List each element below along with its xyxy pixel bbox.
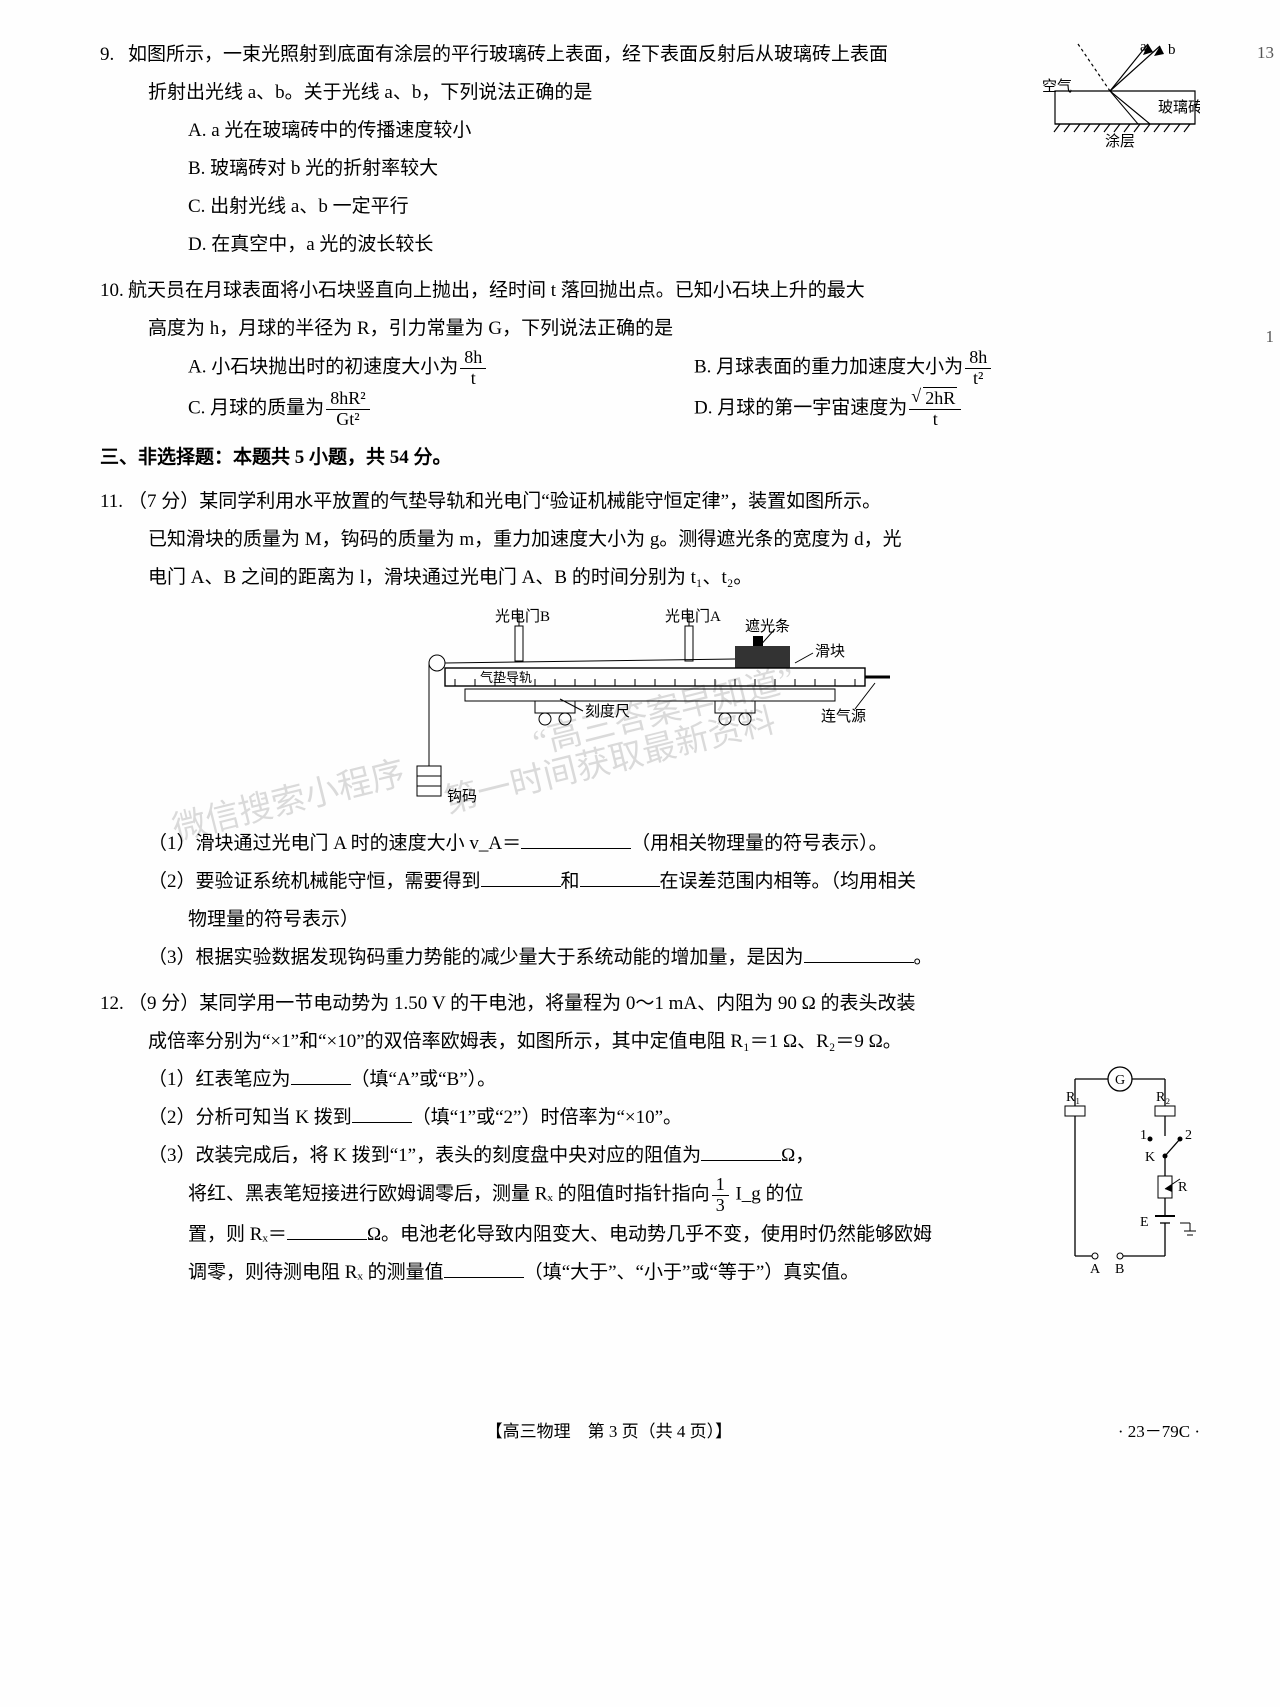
label-a: a bbox=[1140, 39, 1147, 55]
stem-line: 成倍率分别为“×1”和“×10”的双倍率欧姆表，如图所示，其中定值电阻 R₁＝1… bbox=[100, 1023, 1200, 1061]
blank bbox=[444, 1256, 524, 1278]
svg-text:遮光条: 遮光条 bbox=[745, 618, 790, 635]
figure-ohmmeter-circuit: G R₁ R₂ 1 2 K R bbox=[1040, 1061, 1200, 1295]
margin-number-mid: 1 bbox=[1266, 320, 1275, 354]
option-c: C. 出射光线 a、b 一定平行 bbox=[100, 188, 1200, 226]
label-b: b bbox=[1168, 42, 1176, 58]
stem-line: 电门 A、B 之间的距离为 l，滑块通过光电门 A、B 的时间分别为 t₁、t₂… bbox=[100, 559, 1200, 597]
footer-center: 【高三物理 第 3 页（共 4 页）】 bbox=[486, 1422, 733, 1441]
svg-text:滑块: 滑块 bbox=[815, 643, 845, 660]
option-b: B. 月球表面的重力加速度大小为8ht² bbox=[694, 348, 1200, 389]
blank bbox=[521, 827, 631, 849]
svg-text:刻度尺: 刻度尺 bbox=[585, 703, 630, 720]
label-glass: 玻璃砖 bbox=[1158, 99, 1200, 116]
question-9: 空气 a b 玻璃砖 涂层 9.如 bbox=[100, 36, 1200, 264]
figure-glass-brick: 空气 a b 玻璃砖 涂层 bbox=[1020, 36, 1200, 165]
stem-line: （9 分）某同学用一节电动势为 1.50 V 的干电池，将量程为 0～1 mA、… bbox=[128, 993, 916, 1014]
stem-line: 如图所示，一束光照射到底面有涂层的平行玻璃砖上表面，经下表面反射后从玻璃砖上表面 bbox=[128, 44, 888, 65]
stem-line: 已知滑块的质量为 M，钩码的质量为 m，重力加速度大小为 g。测得遮光条的宽度为… bbox=[100, 521, 1200, 559]
blank bbox=[291, 1063, 351, 1085]
q12-part3-line1: （3）改装完成后，将 K 拨到“1”，表头的刻度盘中央对应的阻值为Ω， bbox=[100, 1137, 1200, 1175]
question-number: 11. bbox=[100, 483, 128, 521]
footer-right: · 23－79C · bbox=[1118, 1415, 1200, 1449]
stem-line: 高度为 h，月球的半径为 R，引力常量为 G，下列说法正确的是 bbox=[100, 310, 1200, 348]
blank bbox=[580, 865, 660, 887]
q12-part1: （1）红表笔应为（填“A”或“B”）。 bbox=[100, 1061, 1200, 1099]
blank bbox=[287, 1218, 367, 1240]
stem-line: 航天员在月球表面将小石块竖直向上抛出，经时间 t 落回抛出点。已知小石块上升的最… bbox=[128, 280, 865, 301]
svg-text:R₁: R₁ bbox=[1066, 1090, 1080, 1105]
question-number: 12. bbox=[100, 985, 128, 1023]
svg-text:B: B bbox=[1115, 1262, 1124, 1277]
option-d: D. 在真空中，a 光的波长较长 bbox=[100, 226, 1200, 264]
svg-text:钩码: 钩码 bbox=[447, 788, 477, 805]
q12-part3-line3: 置，则 Rₓ＝Ω。电池老化导致内阻变大、电动势几乎不变，使用时仍然能够欧姆 bbox=[100, 1216, 1200, 1254]
margin-number-top: 13 bbox=[1257, 36, 1274, 70]
question-number: 9. bbox=[100, 36, 128, 74]
question-10: 10.航天员在月球表面将小石块竖直向上抛出，经时间 t 落回抛出点。已知小石块上… bbox=[100, 272, 1200, 429]
svg-text:R: R bbox=[1178, 1180, 1188, 1195]
svg-text:K: K bbox=[1145, 1150, 1155, 1165]
stem-line: （7 分）某同学利用水平放置的气垫导轨和光电门“验证机械能守恒定律”，装置如图所… bbox=[128, 491, 881, 512]
svg-text:G: G bbox=[1115, 1073, 1125, 1088]
q11-part1: （1）滑块通过光电门 A 时的速度大小 v_A＝（用相关物理量的符号表示）。 bbox=[100, 825, 1200, 863]
svg-text:R₂: R₂ bbox=[1156, 1090, 1170, 1105]
question-12: 12.（9 分）某同学用一节电动势为 1.50 V 的干电池，将量程为 0～1 … bbox=[100, 985, 1200, 1295]
page-footer: 【高三物理 第 3 页（共 4 页）】 · 23－79C · bbox=[100, 1415, 1200, 1449]
svg-text:E: E bbox=[1140, 1215, 1149, 1230]
svg-text:1: 1 bbox=[1140, 1128, 1147, 1143]
svg-text:光电门A: 光电门A bbox=[665, 608, 721, 625]
blank bbox=[481, 865, 561, 887]
label-air: 空气 bbox=[1042, 78, 1072, 95]
q11-part2-cont: 物理量的符号表示） bbox=[100, 901, 1200, 939]
blank bbox=[352, 1101, 412, 1123]
option-c: C. 月球的质量为8hR²Gt² bbox=[188, 389, 694, 430]
question-11: 11.（7 分）某同学利用水平放置的气垫导轨和光电门“验证机械能守恒定律”，装置… bbox=[100, 483, 1200, 977]
blank bbox=[701, 1139, 781, 1161]
option-a: A. 小石块抛出时的初速度大小为8ht bbox=[188, 348, 694, 389]
q12-part3-line4: 调零，则待测电阻 Rₓ 的测量值（填“大于”、“小于”或“等于”）真实值。 bbox=[100, 1254, 1200, 1292]
question-number: 10. bbox=[100, 272, 128, 310]
q12-part3-line2: 将红、黑表笔短接进行欧姆调零后，测量 Rₓ 的阻值时指针指向13 I_g 的位 bbox=[100, 1175, 1200, 1216]
svg-text:A: A bbox=[1090, 1262, 1101, 1277]
q11-part2: （2）要验证系统机械能守恒，需要得到和在误差范围内相等。（均用相关 bbox=[100, 863, 1200, 901]
svg-text:连气源: 连气源 bbox=[821, 708, 866, 725]
option-d: D. 月球的第一宇宙速度为2hRt bbox=[694, 389, 1200, 430]
q12-part2: （2）分析可知当 K 拨到（填“1”或“2”）时倍率为“×10”。 bbox=[100, 1099, 1200, 1137]
blank bbox=[804, 941, 914, 963]
section-3-title: 三、非选择题：本题共 5 小题，共 54 分。 bbox=[100, 439, 1200, 477]
svg-text:气垫导轨: 气垫导轨 bbox=[480, 670, 532, 685]
label-coating: 涂层 bbox=[1105, 133, 1135, 150]
svg-text:光电门B: 光电门B bbox=[495, 608, 550, 625]
svg-text:2: 2 bbox=[1185, 1128, 1192, 1143]
q11-part3: （3）根据实验数据发现钩码重力势能的减少量大于系统动能的增加量，是因为。 bbox=[100, 939, 1200, 977]
figure-air-track: 光电门B 光电门A 遮光条 滑块 气垫导轨 刻 bbox=[385, 601, 915, 821]
